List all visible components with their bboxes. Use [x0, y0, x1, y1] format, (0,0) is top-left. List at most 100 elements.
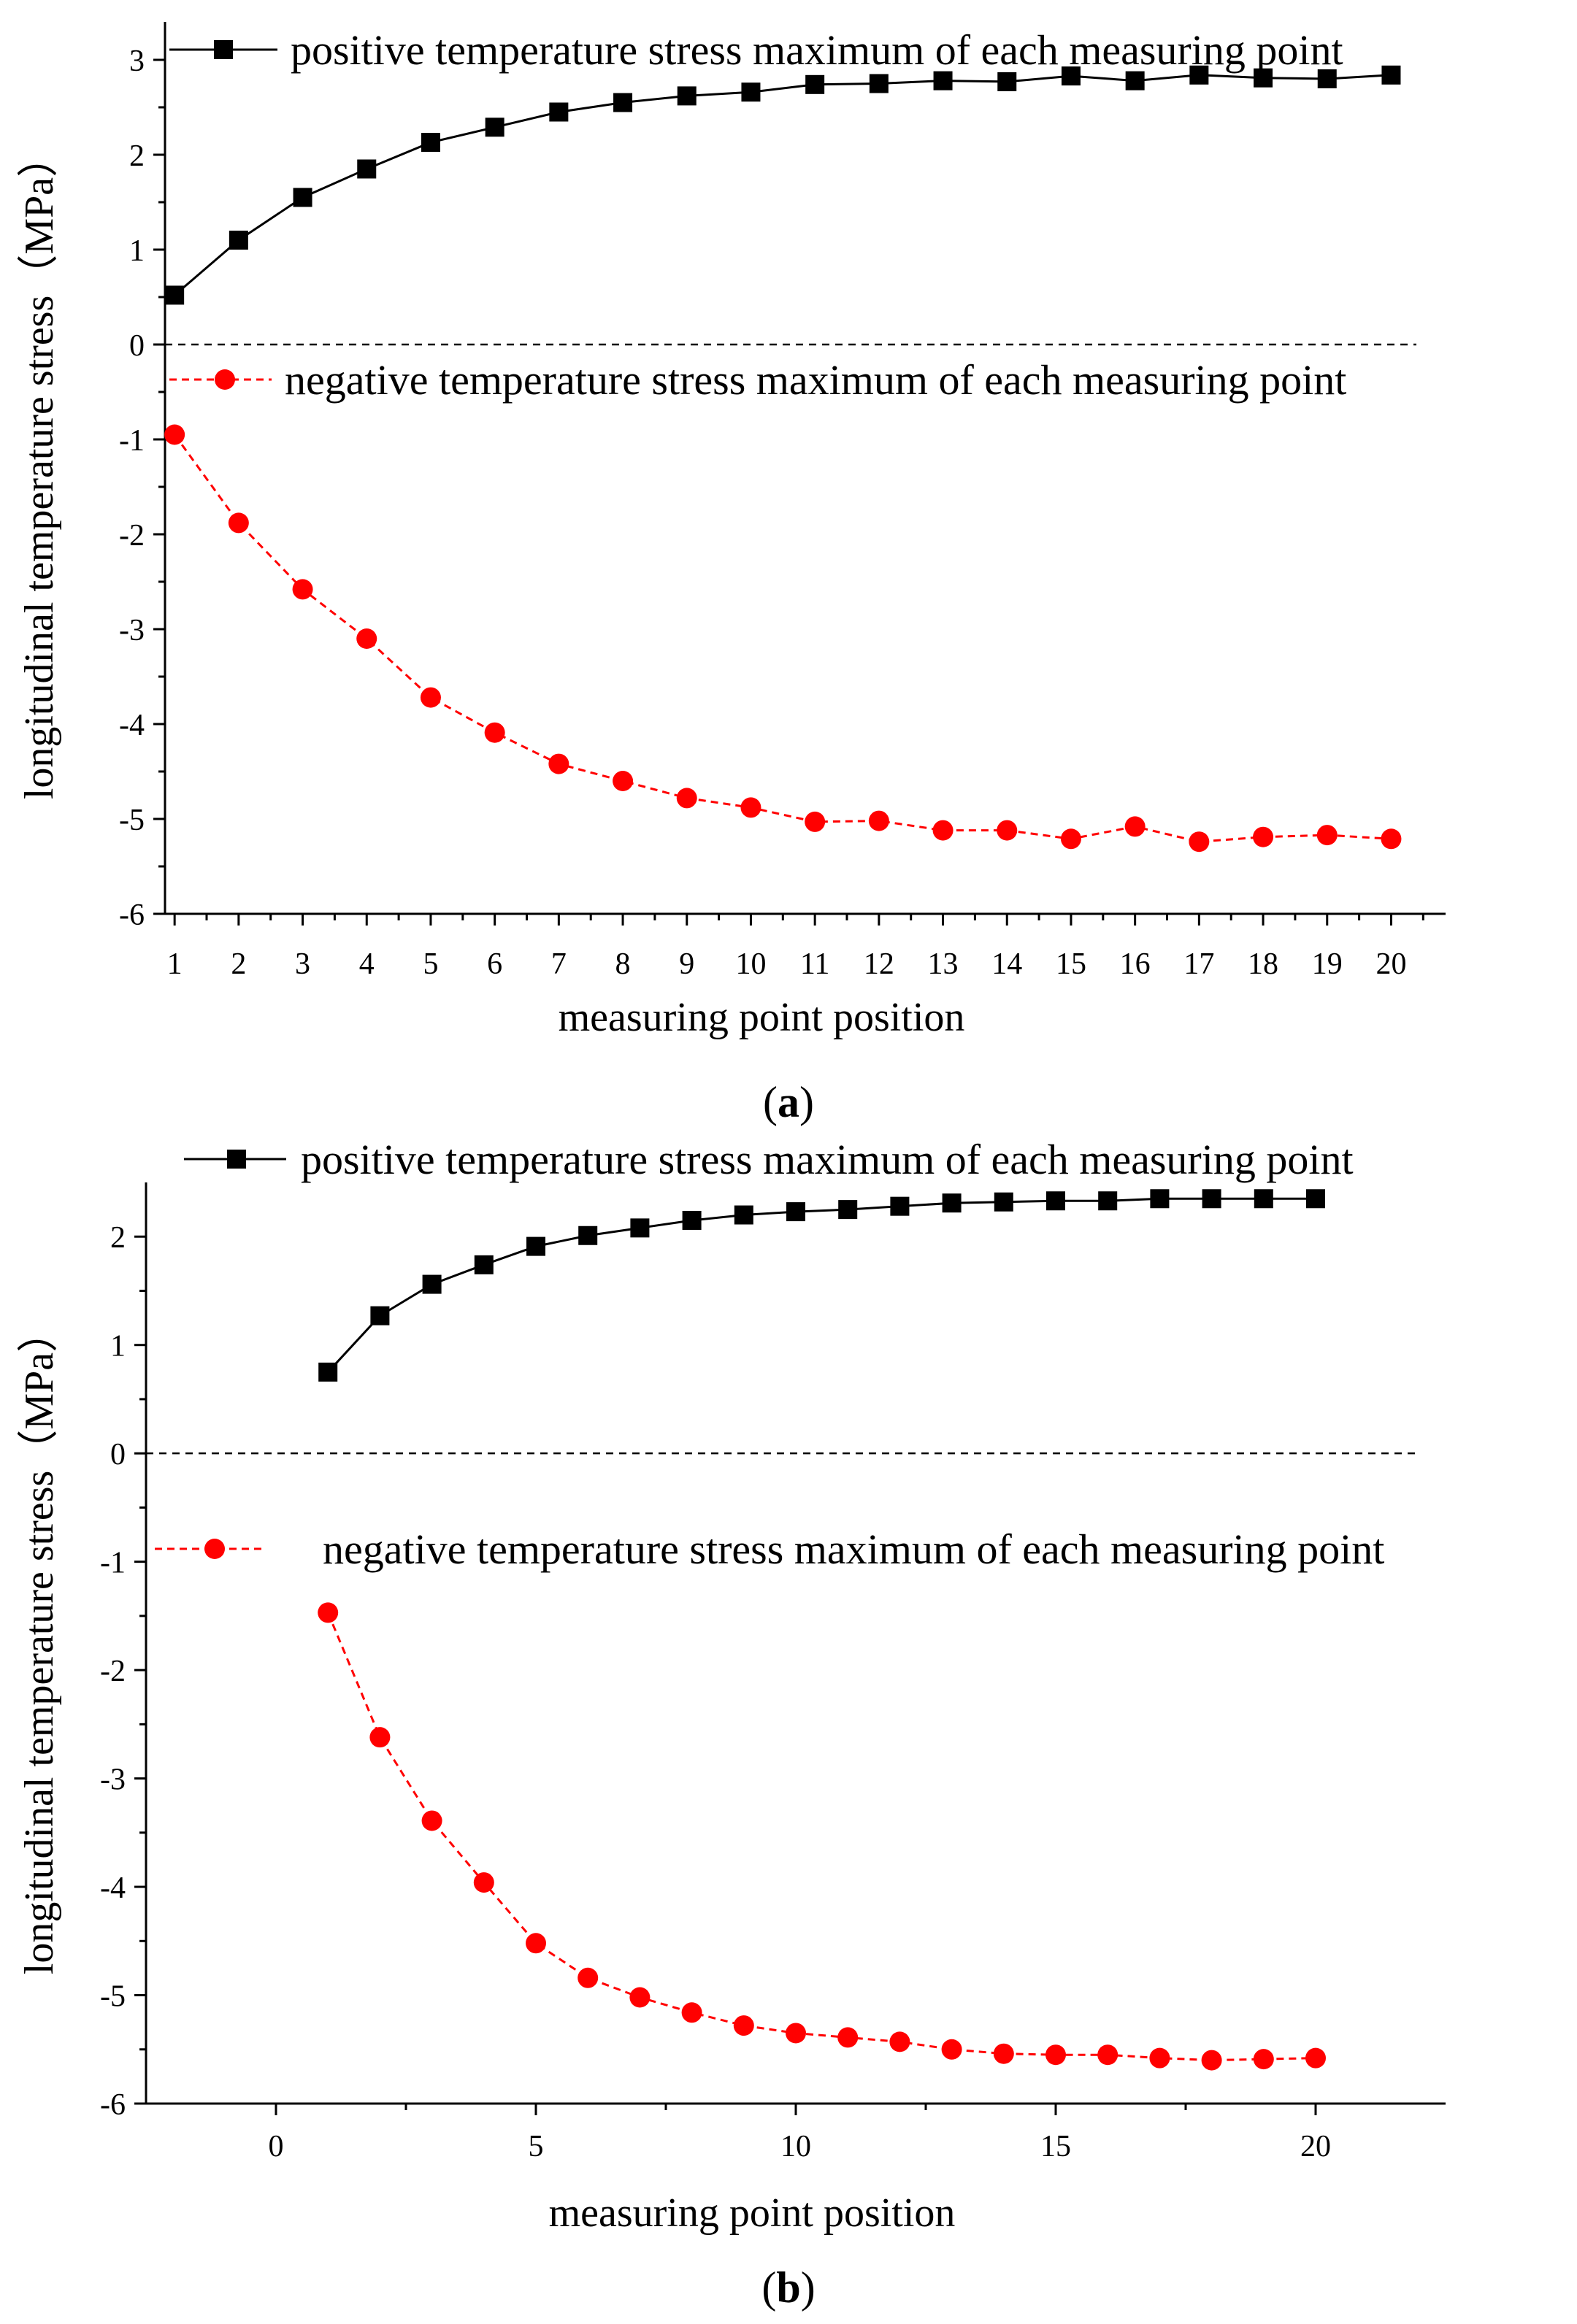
- data-point-square: [997, 72, 1017, 91]
- data-point-circle: [805, 811, 826, 832]
- data-point-square: [293, 188, 312, 207]
- data-point-square: [805, 74, 825, 94]
- y-tick-label: -5: [119, 804, 145, 837]
- legend-marker-circle: [215, 369, 235, 390]
- x-tick-label: 2: [231, 947, 246, 981]
- data-point-square: [677, 86, 697, 106]
- data-point-square: [1046, 1191, 1065, 1211]
- data-point-circle: [786, 2023, 806, 2044]
- data-point-circle: [1060, 828, 1081, 850]
- data-point-square: [421, 133, 440, 153]
- data-point-square: [933, 71, 953, 91]
- x-tick-label: 17: [1183, 947, 1214, 981]
- legend-label: positive temperature stress maximum of e…: [301, 1136, 1354, 1183]
- data-point-circle: [420, 687, 441, 708]
- legend-label: positive temperature stress maximum of e…: [291, 26, 1343, 74]
- data-point-square: [549, 102, 569, 122]
- data-point-square: [370, 1306, 390, 1325]
- x-tick-label: 16: [1120, 947, 1151, 981]
- x-tick-label: 12: [864, 947, 894, 981]
- x-tick-label: 10: [780, 2130, 811, 2163]
- data-point-circle: [578, 1967, 599, 1988]
- data-point-square: [890, 1196, 910, 1216]
- x-tick-label: 15: [1056, 947, 1086, 981]
- y-tick-label: 2: [129, 139, 145, 173]
- data-point-circle: [868, 810, 889, 831]
- y-tick-label: -3: [100, 1763, 126, 1797]
- data-point-square: [318, 1362, 338, 1382]
- x-axis-label: measuring point position: [559, 995, 965, 1040]
- y-tick-label: -2: [119, 519, 145, 553]
- y-tick-label: -2: [100, 1655, 126, 1688]
- series-line: [326, 1612, 1316, 2062]
- y-tick-label: -4: [119, 709, 145, 742]
- series-negative: [164, 424, 1402, 853]
- data-point-circle: [164, 424, 185, 445]
- data-point-square: [869, 74, 889, 93]
- y-tick-label: 0: [110, 1438, 126, 1471]
- data-point-square: [1098, 1191, 1118, 1211]
- data-point-square: [1189, 65, 1209, 85]
- data-point-circle: [484, 722, 505, 743]
- x-tick-label: 13: [928, 947, 959, 981]
- legend-marker-square: [227, 1150, 246, 1169]
- y-axis-label: longitudinal temperature stress（MPa）: [17, 1312, 62, 1974]
- data-point-square: [741, 82, 761, 102]
- data-point-circle: [629, 1987, 651, 2008]
- y-axis-label: longitudinal temperature stress（MPa）: [17, 136, 62, 799]
- legend-label: negative temperature stress maximum of e…: [285, 356, 1346, 404]
- x-tick-label: 5: [423, 947, 438, 981]
- data-point-square: [1306, 1189, 1325, 1209]
- x-tick-label: 1: [167, 947, 183, 981]
- series-line: [327, 1197, 1316, 1373]
- data-point-circle: [1189, 831, 1210, 853]
- legend-entry: negative temperature stress maximum of e…: [155, 1525, 1384, 1573]
- x-tick-label: 8: [615, 947, 631, 981]
- data-point-circle: [941, 2039, 962, 2060]
- x-tick-label: 10: [735, 947, 766, 981]
- data-point-square: [485, 118, 504, 137]
- data-point-square: [1381, 65, 1401, 85]
- x-tick-label: 14: [991, 947, 1022, 981]
- y-tick-label: -6: [119, 899, 145, 932]
- x-tick-label: 20: [1300, 2130, 1331, 2163]
- data-point-square: [526, 1236, 545, 1256]
- y-tick-label: -1: [119, 424, 145, 458]
- legend-marker-square: [214, 40, 233, 59]
- data-point-circle: [356, 628, 377, 649]
- data-point-circle: [1305, 2047, 1326, 2069]
- x-tick-label: 15: [1040, 2130, 1071, 2163]
- data-point-circle: [228, 512, 249, 534]
- data-point-circle: [369, 1727, 391, 1748]
- legend-entry: negative temperature stress maximum of e…: [169, 356, 1346, 404]
- data-point-square: [229, 231, 248, 250]
- series-positive: [165, 65, 1401, 305]
- data-point-square: [630, 1218, 650, 1238]
- data-point-circle: [1381, 828, 1402, 850]
- data-point-circle: [613, 771, 634, 791]
- data-point-circle: [421, 1810, 442, 1831]
- data-point-square: [1150, 1189, 1170, 1209]
- data-point-circle: [1097, 2044, 1119, 2066]
- series-line: [174, 74, 1392, 296]
- x-tick-label: 0: [269, 2130, 284, 2163]
- data-point-square: [838, 1200, 858, 1220]
- data-point-circle: [740, 797, 761, 818]
- y-tick-label: 1: [110, 1330, 126, 1363]
- legend-marker-circle: [204, 1539, 225, 1559]
- data-point-square: [1317, 69, 1337, 88]
- data-point-square: [357, 159, 377, 179]
- panel-label: (b): [761, 2263, 815, 2312]
- data-point-circle: [1149, 2047, 1170, 2069]
- series-negative: [318, 1602, 1326, 2071]
- y-tick-label: 3: [129, 45, 145, 78]
- x-tick-label: 6: [487, 947, 502, 981]
- x-tick-label: 18: [1248, 947, 1278, 981]
- data-point-circle: [993, 2043, 1014, 2064]
- y-tick-label: -4: [100, 1871, 126, 1905]
- data-point-circle: [292, 579, 313, 600]
- y-tick-label: -6: [100, 2088, 126, 2122]
